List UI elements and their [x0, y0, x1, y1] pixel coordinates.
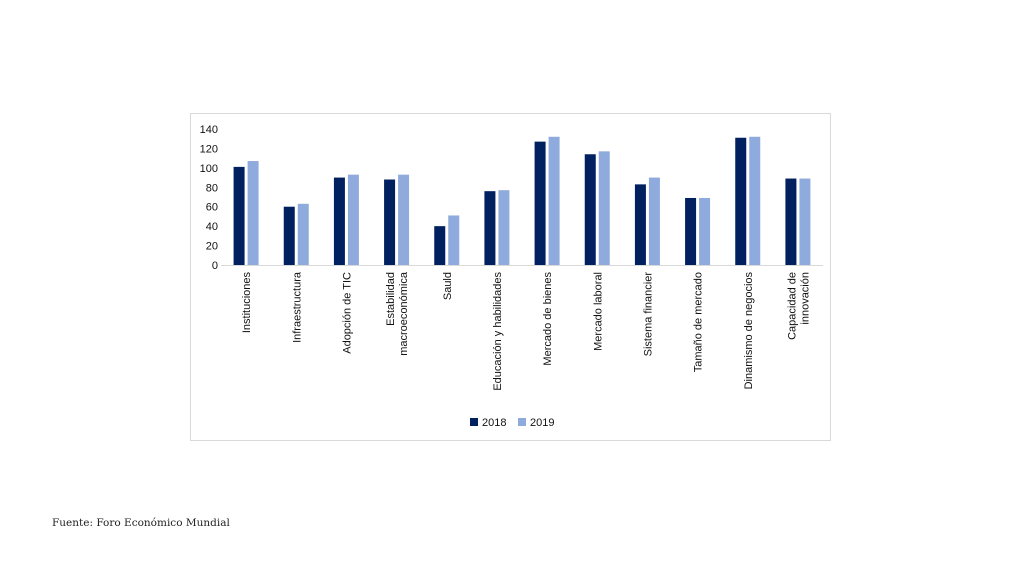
chart-frame: 0 20 40 60 80 100 120 140 Instituciones Infraest…: [190, 113, 831, 441]
bar-2018-5: [434, 226, 446, 265]
y-tick-label: 120: [200, 143, 218, 155]
x-category-label: Sauld: [442, 272, 454, 300]
x-category-label: Dinamismo de negocios: [743, 272, 755, 390]
bar-2019-5: [448, 215, 460, 265]
bar-2018-10: [685, 197, 697, 265]
bar-2019-7: [548, 136, 560, 265]
x-category-label: Sistema financier: [642, 272, 654, 357]
x-category-label: Mercado laboral: [592, 272, 604, 351]
bar-2019-10: [699, 197, 711, 265]
x-category-label-line: Tamaño de mercado: [693, 272, 705, 372]
legend-label-2019: 2019: [530, 417, 554, 429]
x-category-label-line: Sistema financier: [642, 272, 654, 357]
y-tick-label: 20: [206, 241, 218, 253]
x-category-label: Infraestructura: [291, 271, 303, 343]
x-axis: Instituciones Infraestructura Adopción de …: [241, 271, 811, 391]
bar-2019-6: [498, 190, 510, 265]
legend-label-2018: 2018: [482, 417, 506, 429]
bar-2019-11: [749, 136, 761, 265]
bar-2018-2: [283, 206, 295, 265]
x-category-label-line: Dinamismo de negocios: [743, 272, 755, 390]
y-tick-label: 140: [200, 124, 218, 136]
bar-2018-7: [534, 141, 546, 265]
y-tick-label: 40: [206, 221, 218, 233]
bar-2019-4: [398, 174, 410, 265]
x-category-label: Mercado de bienes: [542, 272, 554, 366]
x-category-label-line: Adopción de TIC: [341, 272, 353, 354]
bar-2018-3: [333, 177, 345, 265]
x-category-label: Tamaño de mercado: [693, 272, 705, 372]
x-category-label: Capacidad de innovación: [786, 272, 811, 340]
x-category-label-line: innovación: [799, 272, 811, 325]
bar-2019-2: [297, 203, 309, 265]
bar-2019-8: [598, 151, 610, 265]
x-category-label-line: Mercado de bienes: [542, 272, 554, 366]
source-note: Fuente: Foro Económico Mundial: [52, 517, 230, 529]
y-tick-label: 80: [206, 182, 218, 194]
bar-2019-9: [648, 177, 660, 265]
legend-swatch-2018: [470, 418, 478, 426]
legend: 2018 2019: [470, 417, 554, 429]
bars: [233, 136, 811, 265]
x-category-label-line: Estabilidad: [385, 272, 397, 326]
bar-2018-1: [233, 166, 245, 265]
x-category-label: Educación y habilidades: [492, 272, 504, 391]
legend-swatch-2019: [518, 418, 526, 426]
x-category-label-line: Instituciones: [241, 272, 253, 334]
x-category-label: Adopción de TIC: [341, 272, 353, 354]
x-category-label-line: Educación y habilidades: [492, 272, 504, 391]
x-category-label-line: Infraestructura: [291, 271, 303, 343]
bar-2019-1: [247, 161, 259, 265]
x-category-label-line: Capacidad de: [786, 272, 798, 340]
x-category-label-line: Mercado laboral: [592, 272, 604, 351]
bar-2019-3: [347, 174, 359, 265]
x-category-label-line: macroeconómica: [398, 271, 410, 356]
bar-2018-12: [785, 178, 797, 265]
x-category-label: Estabilidad macroeconómica: [385, 271, 410, 356]
x-category-label: Instituciones: [241, 272, 253, 334]
bar-2018-9: [634, 184, 646, 265]
y-tick-label: 60: [206, 202, 218, 214]
bar-2018-11: [735, 137, 747, 265]
bar-2018-6: [484, 191, 496, 265]
y-tick-label: 0: [212, 260, 218, 272]
y-tick-label: 100: [200, 163, 218, 175]
y-axis: 0 20 40 60 80 100 120 140: [200, 124, 823, 272]
bar-2019-12: [799, 178, 811, 265]
bar-2018-4: [384, 179, 396, 265]
bar-2018-8: [584, 154, 596, 265]
bar-chart: 0 20 40 60 80 100 120 140 Instituciones Infraest…: [200, 124, 823, 429]
x-category-label-line: Sauld: [442, 272, 454, 300]
